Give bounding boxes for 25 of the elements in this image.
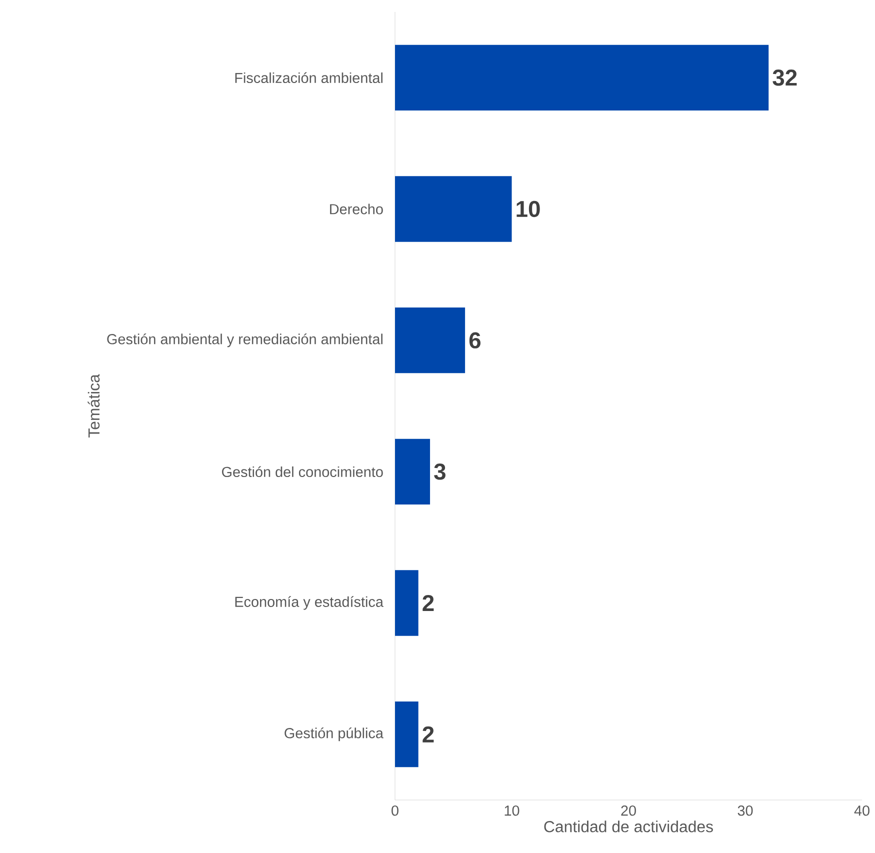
data-label: 32 — [772, 70, 797, 86]
bar — [395, 570, 418, 636]
y-tick-label: Fiscalización ambiental — [235, 72, 382, 84]
bar — [395, 44, 769, 110]
x-tick-label: 40 — [854, 806, 870, 816]
bar — [395, 702, 418, 768]
y-tick-label: Gestión pública — [284, 728, 384, 742]
data-label: 2 — [422, 726, 434, 742]
y-tick-label: Economía y estadística — [235, 596, 384, 610]
data-label: 3 — [434, 464, 446, 480]
y-tick-label: Gestión ambiental y remediación ambiental — [107, 334, 382, 348]
x-tick-label: 0 — [392, 806, 398, 816]
x-tick-label: 30 — [738, 806, 753, 816]
data-label: 6 — [469, 332, 480, 348]
bar — [395, 176, 512, 242]
bar — [395, 307, 466, 374]
data-label: 2 — [422, 595, 434, 611]
data-label: 10 — [516, 200, 540, 218]
x-tick-label: 10 — [504, 806, 520, 816]
y-tick-label: Gestión del conocimiento — [222, 466, 383, 478]
x-tick-label: 20 — [621, 806, 636, 816]
x-axis-title: Cantidad de actividades — [544, 820, 713, 832]
y-axis-title: Temática — [88, 374, 100, 438]
bar — [395, 438, 430, 504]
y-tick-label: Derecho — [330, 204, 383, 214]
